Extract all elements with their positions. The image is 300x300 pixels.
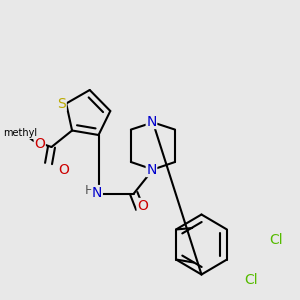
Text: S: S: [57, 97, 66, 110]
Text: N: N: [146, 163, 157, 176]
Text: O: O: [58, 163, 69, 176]
Text: O: O: [137, 199, 148, 212]
Text: Cl: Cl: [245, 274, 258, 287]
Text: N: N: [146, 115, 157, 128]
Text: methyl: methyl: [3, 128, 37, 139]
Text: Cl: Cl: [270, 233, 283, 247]
Text: N: N: [92, 186, 102, 200]
Text: H: H: [85, 184, 94, 197]
Text: O: O: [34, 137, 45, 151]
